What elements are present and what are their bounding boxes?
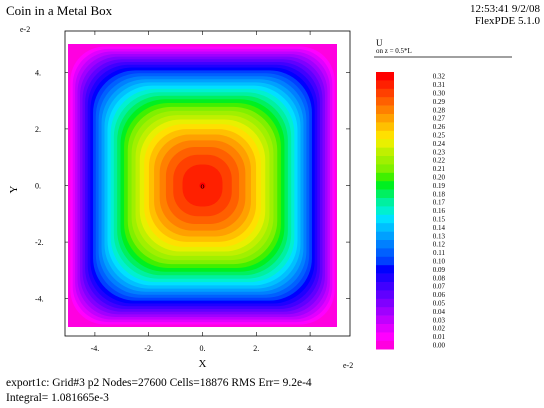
timestamp: 12:53:41 9/2/08 [470, 3, 540, 15]
legend-label: 0.12 [433, 241, 446, 249]
y-axis-exponent: e-2 [20, 25, 31, 34]
axes: -4. -2. 0. 2. 4. -4. -2. 0. 2. 4. X Y [8, 30, 351, 370]
legend-label: 0.27 [433, 115, 446, 123]
legend-label: 0.32 [433, 73, 446, 81]
legend-label: 0.13 [433, 232, 446, 240]
legend-swatch [376, 97, 394, 106]
legend-label: 0.24 [433, 140, 446, 148]
legend-note: on z = 0.5*L [376, 47, 412, 55]
legend-label: 0.25 [433, 132, 446, 140]
legend-swatch [376, 332, 394, 342]
legend-label: 0.06 [433, 291, 446, 299]
legend-label: 0.00 [433, 342, 446, 350]
x-tick-label: 2. [253, 344, 259, 353]
legend-label: 0.15 [433, 216, 446, 224]
legend-label: 0.07 [433, 283, 446, 291]
legend-label: 0.11 [433, 249, 445, 257]
legend-label: 0.23 [433, 148, 446, 156]
legend-label: 0.22 [433, 157, 446, 165]
legend-label: 0.18 [433, 190, 446, 198]
x-tick-label: 0. [200, 344, 206, 353]
legend-swatch [376, 256, 394, 266]
legend-swatch [376, 72, 394, 81]
legend-swatch [376, 315, 394, 325]
y-tick-label: 0. [35, 182, 41, 191]
legend-swatch [376, 105, 394, 115]
legend-swatch [376, 223, 394, 232]
legend-swatch [376, 298, 394, 308]
center-marker: o [201, 182, 205, 191]
legend-swatch [376, 206, 394, 216]
legend-swatch [376, 198, 394, 207]
plot-frame [64, 30, 351, 337]
legend-swatch [376, 172, 394, 182]
legend-swatch [376, 282, 394, 291]
legend-swatch [376, 139, 394, 148]
legend-swatch [376, 114, 394, 123]
software-version: FlexPDE 5.1.0 [474, 15, 540, 27]
legend-swatch [376, 147, 394, 157]
legend-swatch [376, 214, 394, 224]
x-tick-label: -2. [144, 344, 153, 353]
chart-title: Coin in a Metal Box [6, 3, 113, 18]
legend-swatch [376, 181, 394, 190]
legend-swatch [376, 265, 394, 274]
legend-swatch [376, 324, 394, 333]
legend-swatch [376, 231, 394, 241]
legend-label: 0.20 [433, 174, 446, 182]
legend-label: 0.10 [433, 258, 446, 266]
legend-swatch [376, 189, 394, 199]
legend-label: 0.03 [433, 316, 446, 324]
legend-swatch [376, 248, 394, 258]
x-tick-label: -4. [91, 344, 100, 353]
legend-label: 0.04 [433, 308, 446, 316]
legend-swatch [376, 307, 394, 316]
legend-label: 0.05 [433, 300, 446, 308]
legend-swatch [376, 130, 394, 140]
y-tick-label: -4. [35, 295, 44, 304]
legend-swatch [376, 164, 394, 174]
legend-swatch [376, 80, 394, 90]
footer-stats: export1c: Grid#3 p2 Nodes=27600 Cells=18… [6, 377, 312, 389]
x-tick-label: 4. [307, 344, 313, 353]
y-axis-label: Y [8, 185, 20, 193]
footer-integral: Integral= 1.081665e-3 [6, 392, 109, 404]
legend-swatch [376, 122, 394, 132]
legend-swatch [376, 88, 394, 98]
legend-swatch [376, 340, 394, 350]
legend-label: 0.08 [433, 274, 446, 282]
legend-label: 0.30 [433, 90, 446, 98]
legend-label: 0.29 [433, 98, 446, 106]
legend-label: 0.21 [433, 165, 446, 173]
legend-label: 0.19 [433, 182, 446, 190]
y-tick-label: 2. [35, 125, 41, 134]
legend-label: 0.17 [433, 199, 446, 207]
legend-label: 0.16 [433, 207, 446, 215]
legend-swatch [376, 156, 394, 165]
y-tick-label: -2. [35, 238, 44, 247]
frame-ticks [65, 31, 350, 336]
legend-label: 0.01 [433, 333, 446, 341]
x-axis-label: X [199, 358, 207, 370]
legend-label: 0.09 [433, 266, 446, 274]
legend-label: 0.26 [433, 123, 446, 131]
color-legend: 0.320.310.300.290.280.270.260.250.240.23… [374, 56, 512, 350]
legend-swatch [376, 273, 394, 283]
legend-label: 0.31 [433, 81, 446, 89]
heatmap-contours: o [68, 44, 337, 327]
legend-swatch [376, 290, 394, 300]
heatmap-band [199, 182, 206, 189]
legend-label: 0.14 [433, 224, 446, 232]
legend-swatch [376, 240, 394, 249]
legend-label: 0.28 [433, 106, 446, 114]
legend-label: 0.02 [433, 325, 446, 333]
x-axis-exponent: e-2 [343, 361, 354, 370]
y-tick-label: 4. [35, 68, 41, 77]
legend-variable: U [376, 38, 383, 48]
